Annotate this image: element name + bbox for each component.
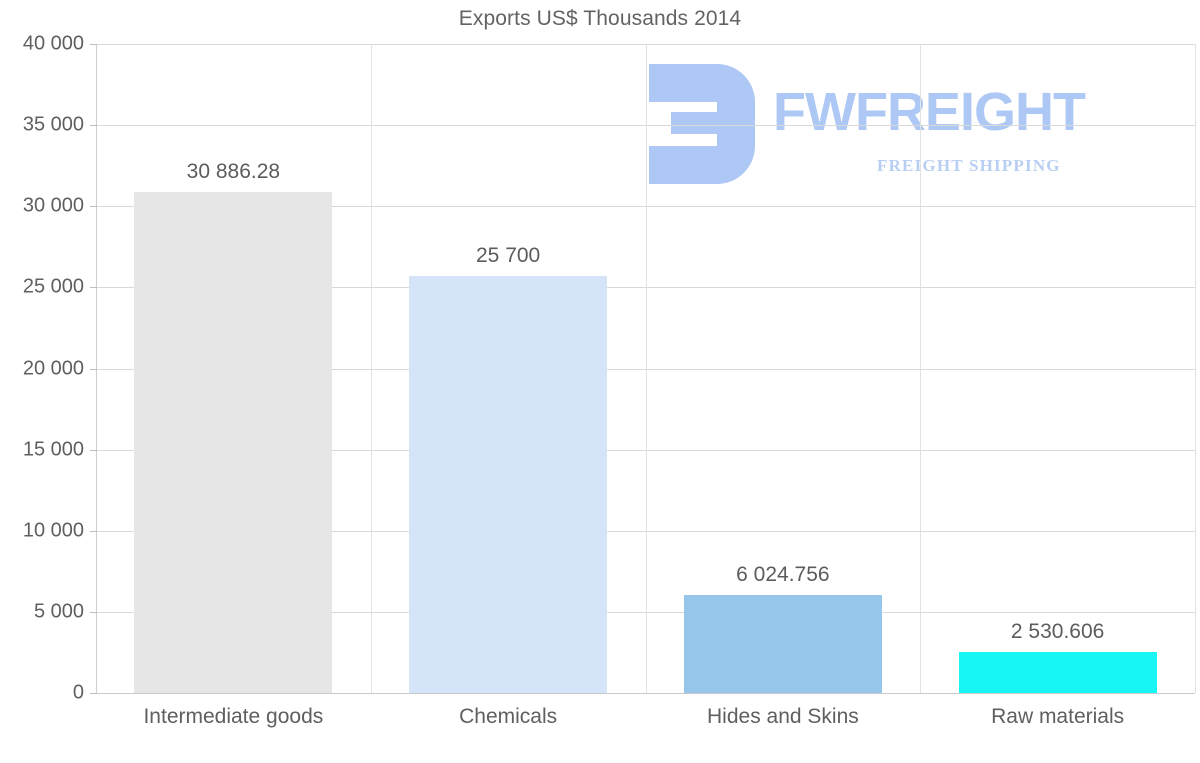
gridline-horizontal bbox=[96, 449, 1195, 451]
y-axis-tick-label: 10 000 bbox=[22, 519, 84, 542]
y-axis-tick-label: 15 000 bbox=[22, 438, 84, 461]
gridline-vertical bbox=[920, 44, 921, 693]
gridline-horizontal bbox=[96, 693, 1195, 694]
chart-title: Exports US$ Thousands 2014 bbox=[458, 7, 742, 30]
y-axis-tick-label: 30 000 bbox=[22, 194, 84, 217]
gridline-horizontal bbox=[96, 125, 1195, 127]
gridline-horizontal bbox=[96, 287, 1195, 289]
y-axis-tick-label: 0 bbox=[72, 681, 84, 704]
gridline-horizontal bbox=[96, 611, 1195, 613]
gridline-vertical bbox=[1195, 44, 1196, 693]
bar[interactable] bbox=[958, 651, 1157, 693]
x-axis-category-label: Hides and Skins bbox=[707, 705, 859, 728]
y-axis-tick-label: 40 000 bbox=[22, 32, 84, 55]
bar-value-label: 2 530.606 bbox=[1010, 619, 1105, 643]
y-axis-tick-label: 20 000 bbox=[22, 357, 84, 379]
y-axis-tick-label: 5 000 bbox=[33, 600, 84, 623]
gridline-horizontal bbox=[96, 368, 1195, 370]
x-axis-category-label: Raw materials bbox=[991, 705, 1125, 728]
gridline-horizontal bbox=[96, 206, 1195, 208]
bar-value-label: 6 024.756 bbox=[736, 563, 830, 587]
bar-value-label: 30 886.28 bbox=[186, 159, 281, 183]
bar[interactable] bbox=[683, 595, 882, 693]
x-axis-category-label: Intermediate goods bbox=[143, 705, 324, 728]
bar[interactable] bbox=[134, 191, 333, 693]
y-axis-tick-label: 35 000 bbox=[22, 113, 84, 136]
gridline-vertical bbox=[371, 44, 372, 693]
bar[interactable] bbox=[409, 276, 608, 693]
bar-value-label: 25 700 bbox=[476, 244, 541, 268]
gridline-vertical bbox=[646, 44, 647, 693]
plot-area: 30 886.28 25 700 6 024.756 2 530.606 bbox=[96, 44, 1196, 694]
gridline-horizontal bbox=[96, 530, 1195, 532]
x-axis-category-label: Chemicals bbox=[459, 705, 558, 728]
gridline-horizontal bbox=[96, 44, 1195, 45]
y-axis-tick-label: 25 000 bbox=[22, 275, 84, 298]
